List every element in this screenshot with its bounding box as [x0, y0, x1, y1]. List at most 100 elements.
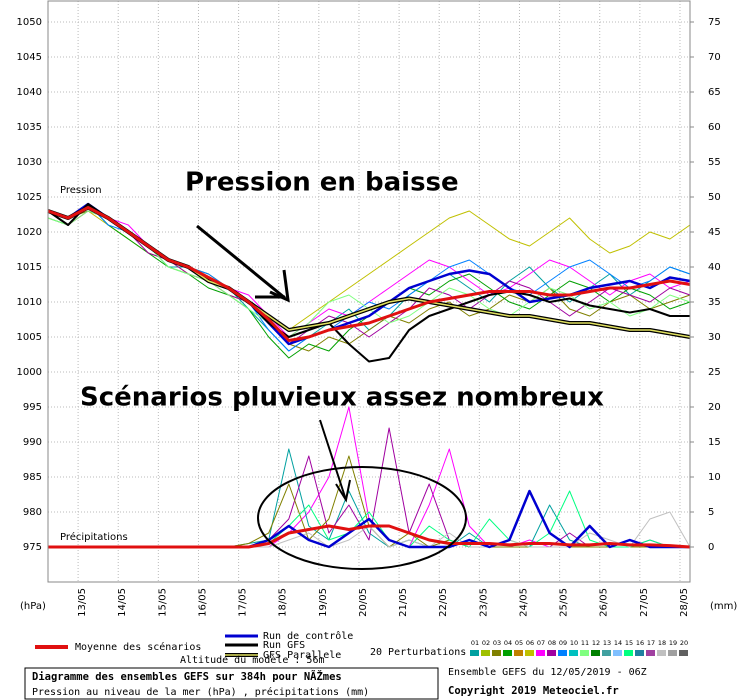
annotation: Pression en baisse: [185, 168, 459, 198]
lines: [47, 202, 691, 549]
perturbation-label: 16: [636, 639, 644, 647]
x-tick-label: 27/05: [639, 588, 650, 617]
perturbation-label: 04: [504, 639, 512, 647]
y-tick-label: 990: [23, 437, 42, 448]
perturbation-label: 06: [526, 639, 534, 647]
y2-tick-label: 40: [708, 262, 721, 273]
perturbation-label: 02: [482, 639, 490, 647]
perturbation-swatch: [580, 650, 589, 656]
perturbation-swatch: [492, 650, 501, 656]
legend-label: Run de contrôle: [263, 630, 353, 642]
y2-tick-label: 70: [708, 52, 721, 63]
y2-tick-label: 75: [708, 17, 721, 28]
x-tick-label: 26/05: [599, 588, 610, 617]
y2-tick-label: 30: [708, 332, 721, 343]
annotation: Scénarios pluvieux assez nombreux: [80, 383, 604, 413]
perturbation-swatch: [481, 650, 490, 656]
altitude: Altitude du modèle : 56m: [180, 654, 325, 666]
ellipse: [257, 466, 467, 570]
y2-tick-label: 20: [708, 402, 721, 413]
perturbation-label: 10: [570, 639, 578, 647]
series-line: [48, 524, 691, 549]
perturbation-label: 20: [680, 639, 688, 647]
y2-tick-label: 50: [708, 192, 721, 203]
x-tick-label: 16/05: [197, 588, 208, 617]
x-tick-label: 14/05: [117, 588, 128, 617]
perturbation-swatch: [635, 650, 644, 656]
x-tick-label: 13/05: [77, 588, 88, 617]
perturbation-swatch: [569, 650, 578, 656]
y-tick-label: 995: [23, 402, 42, 413]
perturbation-swatch: [646, 650, 655, 656]
y-tick-label: 980: [23, 507, 42, 518]
y-tick-label: 1005: [17, 332, 42, 343]
perturbation-swatch: [657, 650, 666, 656]
x-tick-label: 15/05: [157, 588, 168, 617]
y2-tick-label: 15: [708, 437, 721, 448]
perturbation-label: 11: [581, 639, 589, 647]
perturbation-swatch: [668, 650, 677, 656]
y-tick-label: 1035: [17, 122, 42, 133]
legend-label: Run GFS: [263, 640, 305, 651]
perturbation-swatch: [547, 650, 556, 656]
perturbation-label: 05: [515, 639, 523, 647]
x-tick-label: 28/05: [679, 588, 690, 617]
legend: Moyenne des scénarios Run de contrôleRun …: [35, 630, 688, 661]
perturbation-label: 14: [614, 639, 622, 647]
x-tick-label: 18/05: [278, 588, 289, 617]
x-tick-label: 25/05: [559, 588, 570, 617]
y-tick-label: 1010: [17, 297, 42, 308]
x-tick-label: 20/05: [358, 588, 369, 617]
x-tick-label: 17/05: [238, 588, 249, 617]
y-tick-label: 1030: [17, 157, 42, 168]
y-axis-label: (hPa): [20, 601, 46, 612]
perturbation-label: 01: [471, 639, 479, 647]
perturbation-swatch: [470, 650, 479, 656]
y-tick-label: 1040: [17, 87, 42, 98]
x-tick-label: 22/05: [438, 588, 449, 617]
x-tick-label: 23/05: [478, 588, 489, 617]
perturbation-label: 19: [669, 639, 677, 647]
arrow-head: [269, 269, 290, 303]
perturbations-label: 20 Perturbations: [370, 647, 466, 658]
precip-label: Précipitations: [60, 531, 128, 543]
x-tick-label: 24/05: [518, 588, 529, 617]
arrow-head: [335, 479, 351, 503]
perturbation-swatch: [679, 650, 688, 656]
y2-axis-label: (mm): [710, 601, 737, 612]
perturbation-label: 08: [548, 639, 556, 647]
perturbation-swatch: [613, 650, 622, 656]
info-box: [24, 667, 439, 700]
y-tick-label: 1050: [17, 17, 42, 28]
perturbation-swatch: [624, 650, 633, 656]
y2-tick-label: 45: [708, 227, 721, 238]
title: Diagramme des ensembles GEFS sur 384h po…: [32, 670, 342, 683]
arrow: [319, 419, 347, 501]
y2-tick-label: 35: [708, 297, 721, 308]
y2-tick-label: 10: [708, 472, 721, 483]
perturbation-swatch: [525, 650, 534, 656]
y2-tick-label: 5: [708, 507, 714, 518]
y-tick-label: 985: [23, 472, 42, 483]
hand-drawings: [196, 224, 467, 570]
x-tick-label: 21/05: [398, 588, 409, 617]
x-tick-label: 19/05: [318, 588, 329, 617]
y-tick-label: 975: [23, 542, 42, 553]
series-line: [47, 206, 691, 342]
plot-frame: [47, 0, 691, 583]
arrow: [196, 224, 286, 300]
perturbation-label: 07: [537, 639, 545, 647]
perturbation-swatch: [536, 650, 545, 656]
y-tick-label: 1000: [17, 367, 42, 378]
y2-tick-label: 55: [708, 157, 721, 168]
perturbation-label: 18: [658, 639, 666, 647]
y2-tick-label: 0: [708, 542, 714, 553]
perturbation-swatch: [591, 650, 600, 656]
perturbation-label: 13: [603, 639, 611, 647]
perturbation-swatch: [514, 650, 523, 656]
y-tick-label: 1015: [17, 262, 42, 273]
y2-tick-label: 25: [708, 367, 721, 378]
series-line: [47, 210, 691, 345]
